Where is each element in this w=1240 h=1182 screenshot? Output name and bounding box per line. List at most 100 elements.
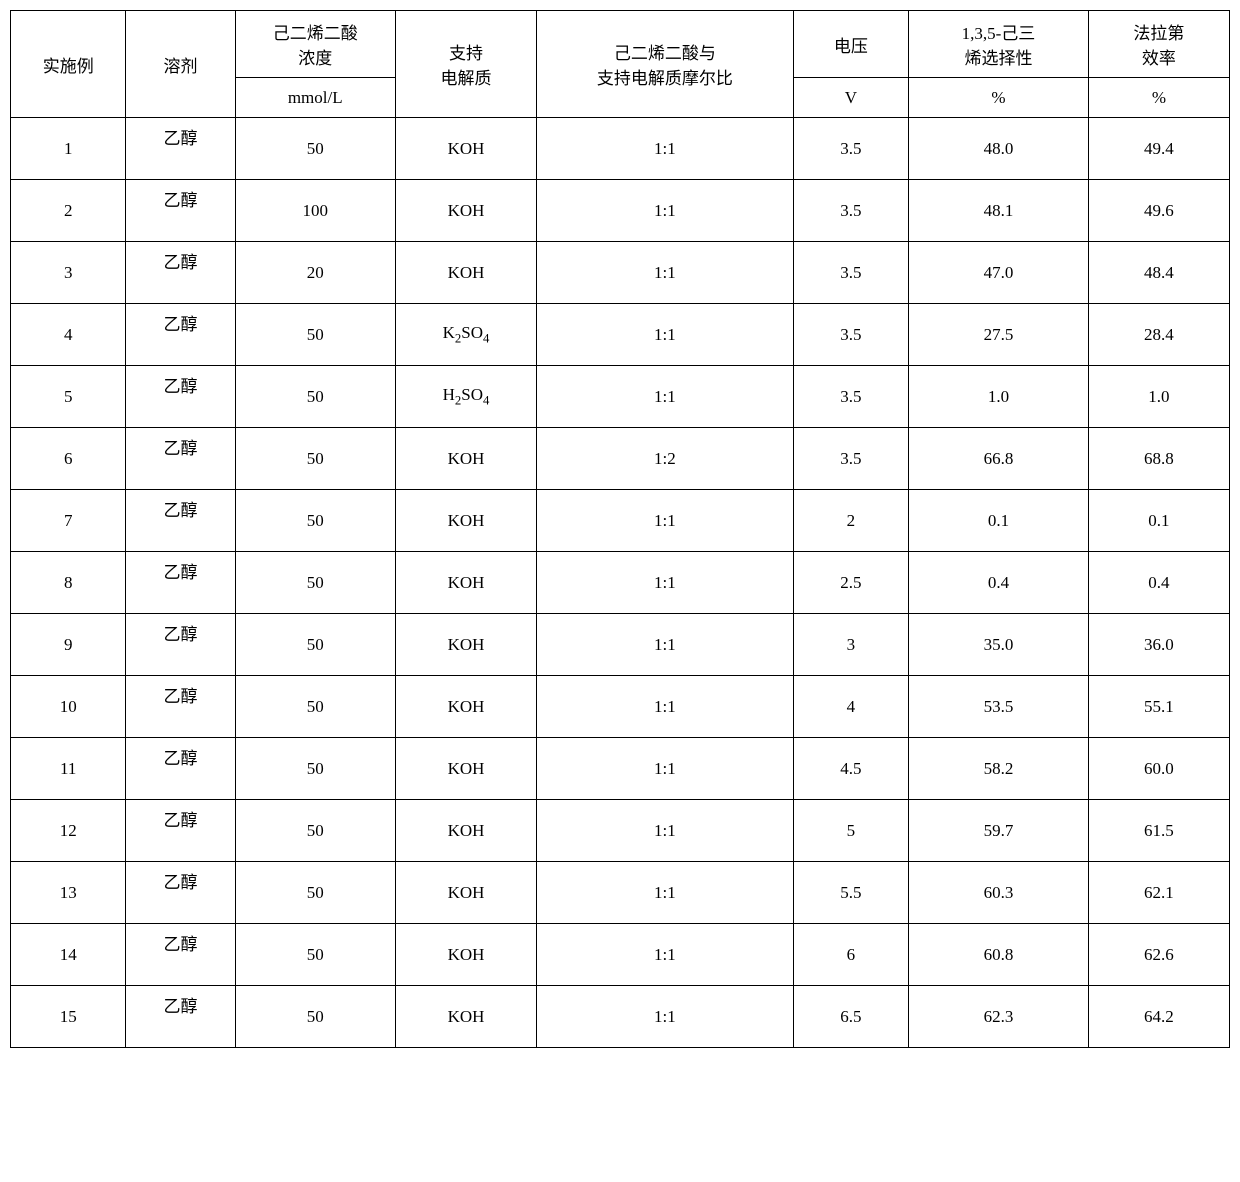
cell-example: 4 (11, 304, 126, 366)
table-row: 5乙醇50H2SO41:13.51.01.0 (11, 366, 1230, 428)
header-voltage: 电压 (793, 11, 908, 78)
cell-electrolyte: KOH (395, 862, 536, 924)
cell-selectivity: 35.0 (909, 614, 1089, 676)
cell-solvent: 乙醇 (126, 676, 235, 738)
table-row: 1乙醇50KOH1:13.548.049.4 (11, 118, 1230, 180)
cell-electrolyte: K2SO4 (395, 304, 536, 366)
cell-concentration: 50 (235, 924, 395, 986)
cell-electrolyte: KOH (395, 676, 536, 738)
cell-ratio: 1:1 (537, 862, 794, 924)
cell-example: 5 (11, 366, 126, 428)
cell-electrolyte: KOH (395, 490, 536, 552)
cell-ratio: 1:1 (537, 676, 794, 738)
cell-ratio: 1:1 (537, 180, 794, 242)
header-concentration-unit: mmol/L (235, 78, 395, 118)
header-electrolyte: 支持 电解质 (395, 11, 536, 118)
cell-example: 2 (11, 180, 126, 242)
cell-faraday: 60.0 (1088, 738, 1229, 800)
cell-example: 8 (11, 552, 126, 614)
cell-example: 7 (11, 490, 126, 552)
cell-voltage: 3.5 (793, 304, 908, 366)
cell-concentration: 100 (235, 180, 395, 242)
table-row: 14乙醇50KOH1:1660.862.6 (11, 924, 1230, 986)
cell-faraday: 0.1 (1088, 490, 1229, 552)
cell-solvent: 乙醇 (126, 428, 235, 490)
cell-selectivity: 59.7 (909, 800, 1089, 862)
cell-concentration: 50 (235, 304, 395, 366)
cell-concentration: 50 (235, 800, 395, 862)
cell-concentration: 50 (235, 118, 395, 180)
cell-example: 3 (11, 242, 126, 304)
cell-selectivity: 53.5 (909, 676, 1089, 738)
cell-ratio: 1:1 (537, 304, 794, 366)
table-row: 3乙醇20KOH1:13.547.048.4 (11, 242, 1230, 304)
cell-voltage: 4.5 (793, 738, 908, 800)
cell-concentration: 50 (235, 552, 395, 614)
table-header: 实施例 溶剂 己二烯二酸 浓度 支持 电解质 己二烯二酸与 支持电解质摩尔比 电… (11, 11, 1230, 118)
table-row: 15乙醇50KOH1:16.562.364.2 (11, 986, 1230, 1048)
cell-concentration: 20 (235, 242, 395, 304)
cell-concentration: 50 (235, 614, 395, 676)
header-faraday-unit: % (1088, 78, 1229, 118)
cell-example: 15 (11, 986, 126, 1048)
cell-selectivity: 66.8 (909, 428, 1089, 490)
cell-selectivity: 58.2 (909, 738, 1089, 800)
cell-electrolyte: KOH (395, 986, 536, 1048)
experiment-data-table: 实施例 溶剂 己二烯二酸 浓度 支持 电解质 己二烯二酸与 支持电解质摩尔比 电… (10, 10, 1230, 1048)
cell-selectivity: 62.3 (909, 986, 1089, 1048)
table-row: 2乙醇100KOH1:13.548.149.6 (11, 180, 1230, 242)
cell-selectivity: 60.8 (909, 924, 1089, 986)
cell-ratio: 1:1 (537, 552, 794, 614)
cell-voltage: 5.5 (793, 862, 908, 924)
cell-concentration: 50 (235, 490, 395, 552)
cell-example: 9 (11, 614, 126, 676)
cell-electrolyte: KOH (395, 924, 536, 986)
cell-voltage: 3.5 (793, 180, 908, 242)
cell-voltage: 2 (793, 490, 908, 552)
cell-voltage: 3.5 (793, 428, 908, 490)
cell-faraday: 49.6 (1088, 180, 1229, 242)
cell-electrolyte: H2SO4 (395, 366, 536, 428)
table-row: 8乙醇50KOH1:12.50.40.4 (11, 552, 1230, 614)
table-row: 7乙醇50KOH1:120.10.1 (11, 490, 1230, 552)
cell-solvent: 乙醇 (126, 366, 235, 428)
table-row: 6乙醇50KOH1:23.566.868.8 (11, 428, 1230, 490)
cell-solvent: 乙醇 (126, 924, 235, 986)
cell-solvent: 乙醇 (126, 490, 235, 552)
cell-solvent: 乙醇 (126, 180, 235, 242)
header-selectivity: 1,3,5-己三 烯选择性 (909, 11, 1089, 78)
cell-concentration: 50 (235, 862, 395, 924)
cell-electrolyte: KOH (395, 242, 536, 304)
cell-selectivity: 27.5 (909, 304, 1089, 366)
cell-ratio: 1:1 (537, 366, 794, 428)
cell-ratio: 1:1 (537, 738, 794, 800)
cell-ratio: 1:1 (537, 118, 794, 180)
cell-faraday: 1.0 (1088, 366, 1229, 428)
cell-solvent: 乙醇 (126, 738, 235, 800)
table-row: 4乙醇50K2SO41:13.527.528.4 (11, 304, 1230, 366)
cell-concentration: 50 (235, 738, 395, 800)
cell-faraday: 55.1 (1088, 676, 1229, 738)
cell-selectivity: 47.0 (909, 242, 1089, 304)
cell-example: 11 (11, 738, 126, 800)
header-concentration: 己二烯二酸 浓度 (235, 11, 395, 78)
cell-faraday: 49.4 (1088, 118, 1229, 180)
header-selectivity-unit: % (909, 78, 1089, 118)
cell-faraday: 64.2 (1088, 986, 1229, 1048)
table-row: 13乙醇50KOH1:15.560.362.1 (11, 862, 1230, 924)
cell-selectivity: 48.0 (909, 118, 1089, 180)
cell-ratio: 1:1 (537, 924, 794, 986)
cell-faraday: 48.4 (1088, 242, 1229, 304)
cell-solvent: 乙醇 (126, 304, 235, 366)
cell-faraday: 0.4 (1088, 552, 1229, 614)
cell-example: 14 (11, 924, 126, 986)
cell-selectivity: 0.1 (909, 490, 1089, 552)
cell-solvent: 乙醇 (126, 986, 235, 1048)
cell-solvent: 乙醇 (126, 862, 235, 924)
cell-voltage: 3.5 (793, 366, 908, 428)
cell-voltage: 2.5 (793, 552, 908, 614)
header-solvent: 溶剂 (126, 11, 235, 118)
cell-faraday: 62.1 (1088, 862, 1229, 924)
cell-voltage: 5 (793, 800, 908, 862)
cell-ratio: 1:1 (537, 614, 794, 676)
